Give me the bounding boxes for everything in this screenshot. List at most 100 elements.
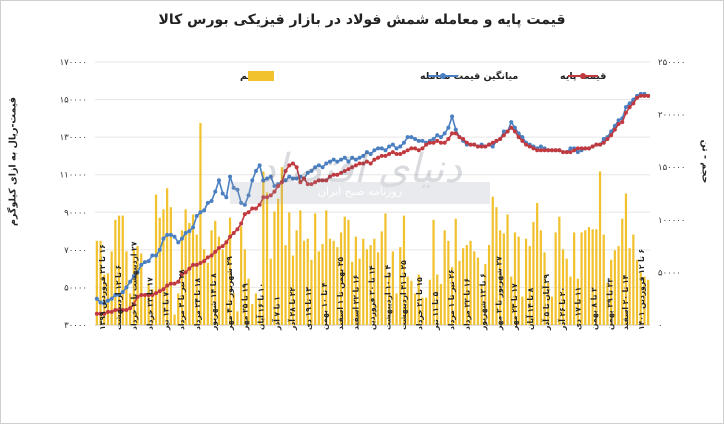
avg-trade-price-point-24 [183, 230, 188, 235]
base-price-point-93 [438, 140, 443, 145]
volume-bar-148 [643, 276, 646, 325]
volume-bar-54 [295, 230, 298, 325]
volume-bar-81 [395, 293, 398, 325]
base-price-point-1 [98, 311, 103, 316]
volume-bar-115 [521, 296, 524, 325]
volume-bar-126 [561, 249, 565, 325]
base-price-point-10 [131, 302, 136, 307]
x-tick-11: ۱ تا ۷ آذر [271, 296, 281, 331]
volume-bar-105 [484, 263, 487, 325]
gridlines [95, 61, 650, 326]
volume-bar-80 [391, 251, 394, 325]
avg-trade-price-point-48 [272, 183, 277, 188]
base-price-point-94 [442, 140, 447, 145]
volume-bar-24 [184, 209, 187, 325]
volume-bar-4 [110, 251, 113, 325]
y-left-tick-4: ۱۱۰۰۰۰ [60, 171, 87, 181]
x-tick-30: ۱۱ تا ۱۷ دی [574, 287, 583, 330]
volume-bar-79 [388, 272, 391, 325]
volume-bar-47 [269, 258, 272, 325]
volume-bar-108 [495, 207, 498, 325]
avg-trade-price-point-110 [501, 129, 506, 134]
volume-bar-58 [310, 259, 313, 325]
base-price-point-142 [620, 120, 625, 125]
avg-trade-price-point-143 [623, 105, 628, 110]
volume-bar-52 [288, 212, 291, 325]
legend-avg-trade-price-label: میانگین قیمت معامله [420, 70, 518, 82]
volume-bar-134 [591, 229, 594, 325]
volume-bar-65 [336, 247, 339, 325]
avg-trade-price-point-52 [287, 174, 292, 179]
avg-trade-price-point-58 [309, 168, 314, 173]
volume-bar-14 [147, 282, 150, 325]
x-tick-32: ۲۳ تا ۲۹ بهمن [605, 278, 614, 330]
base-price-point-32 [213, 249, 218, 254]
base-price-point-108 [494, 138, 499, 143]
avg-trade-price-point-37 [231, 185, 236, 190]
base-price-point-97 [453, 131, 458, 136]
x-axis-ticks: ۱۶ تا ۲۲ فروردین ۱۳۹۹ ۶ تا ۱۲ اردیبهشت ۲۷ … [98, 241, 646, 331]
volume-bar-133 [587, 227, 591, 325]
watermark-small: روزنامه صبح ایران [317, 185, 403, 198]
base-price-point-134 [590, 144, 595, 149]
avg-trade-price-point-26 [191, 225, 196, 230]
base-price-point-133 [586, 146, 591, 151]
avg-trade-price-point-2 [102, 301, 107, 306]
x-tick-12: ۲۲ تا ۲۸ آذر [287, 287, 297, 331]
base-price-point-125 [557, 148, 562, 153]
volume-bar-97 [454, 218, 457, 325]
avg-trade-price-point-86 [413, 137, 418, 142]
volume-bar-0 [95, 240, 98, 325]
volume-bar-67 [343, 216, 346, 325]
volume-bar-1 [99, 240, 102, 325]
volume-bar-118 [532, 221, 535, 325]
volume-bar-30 [206, 262, 209, 325]
watermark-logo: دنیای اقتصاد روزنامه صبح ایران [230, 146, 490, 220]
base-price-point-12 [139, 292, 144, 297]
x-tick-24: ۶ تا ۱۲ شهریور [479, 273, 488, 331]
avg-trade-price-point-38 [235, 187, 240, 192]
avg-trade-price-point-74 [368, 152, 373, 157]
base-price-point-118 [531, 146, 536, 151]
volume-bar-39 [240, 226, 243, 325]
avg-trade-price-point-46 [265, 176, 270, 181]
avg-trade-price-point-97 [453, 127, 458, 132]
volume-bar-22 [177, 293, 180, 325]
base-price-point-138 [605, 137, 610, 142]
avg-trade-price-point-80 [390, 142, 395, 147]
volume-bar-86 [413, 293, 417, 325]
avg-trade-price-point-0 [94, 296, 99, 301]
avg-trade-price-point-17 [157, 247, 162, 252]
base-price-point-131 [579, 146, 584, 151]
legend-avg-trade-price-marker [440, 73, 446, 79]
volume-bar-143 [624, 193, 628, 325]
x-tick-13: ۱۳ تا ۱۹ دی [304, 287, 313, 330]
base-price-point-75 [372, 157, 377, 162]
volume-bar-69 [351, 261, 354, 325]
volume-bar-149 [647, 279, 650, 325]
volume-bar-7 [121, 215, 124, 325]
base-price-point-52 [287, 163, 292, 168]
base-price-point-74 [368, 161, 373, 166]
base-price-point-106 [487, 142, 492, 147]
base-price-point-65 [335, 172, 340, 177]
base-price-point-110 [501, 133, 506, 138]
volume-bar-5 [114, 219, 117, 325]
avg-trade-price-point-33 [216, 178, 221, 183]
base-price-point-45 [261, 195, 266, 200]
base-price-point-103 [475, 144, 480, 149]
avg-trade-price-point-92 [435, 133, 440, 138]
avg-trade-price-point-30 [205, 200, 210, 205]
base-price-point-71 [357, 161, 362, 166]
base-price-point-100 [464, 140, 469, 145]
base-price-point-70 [353, 163, 358, 168]
avg-trade-price-point-47 [268, 174, 273, 179]
volume-bar-144 [628, 248, 631, 325]
avg-trade-price-point-13 [142, 260, 147, 265]
base-price-point-78 [383, 153, 388, 158]
volume-bar-56 [302, 240, 306, 325]
y-left-tick-2: ۷۰۰۰۰ [64, 246, 87, 256]
base-price-point-23 [179, 272, 184, 277]
volume-bar-95 [447, 240, 450, 325]
volume-bar-93 [439, 283, 443, 325]
